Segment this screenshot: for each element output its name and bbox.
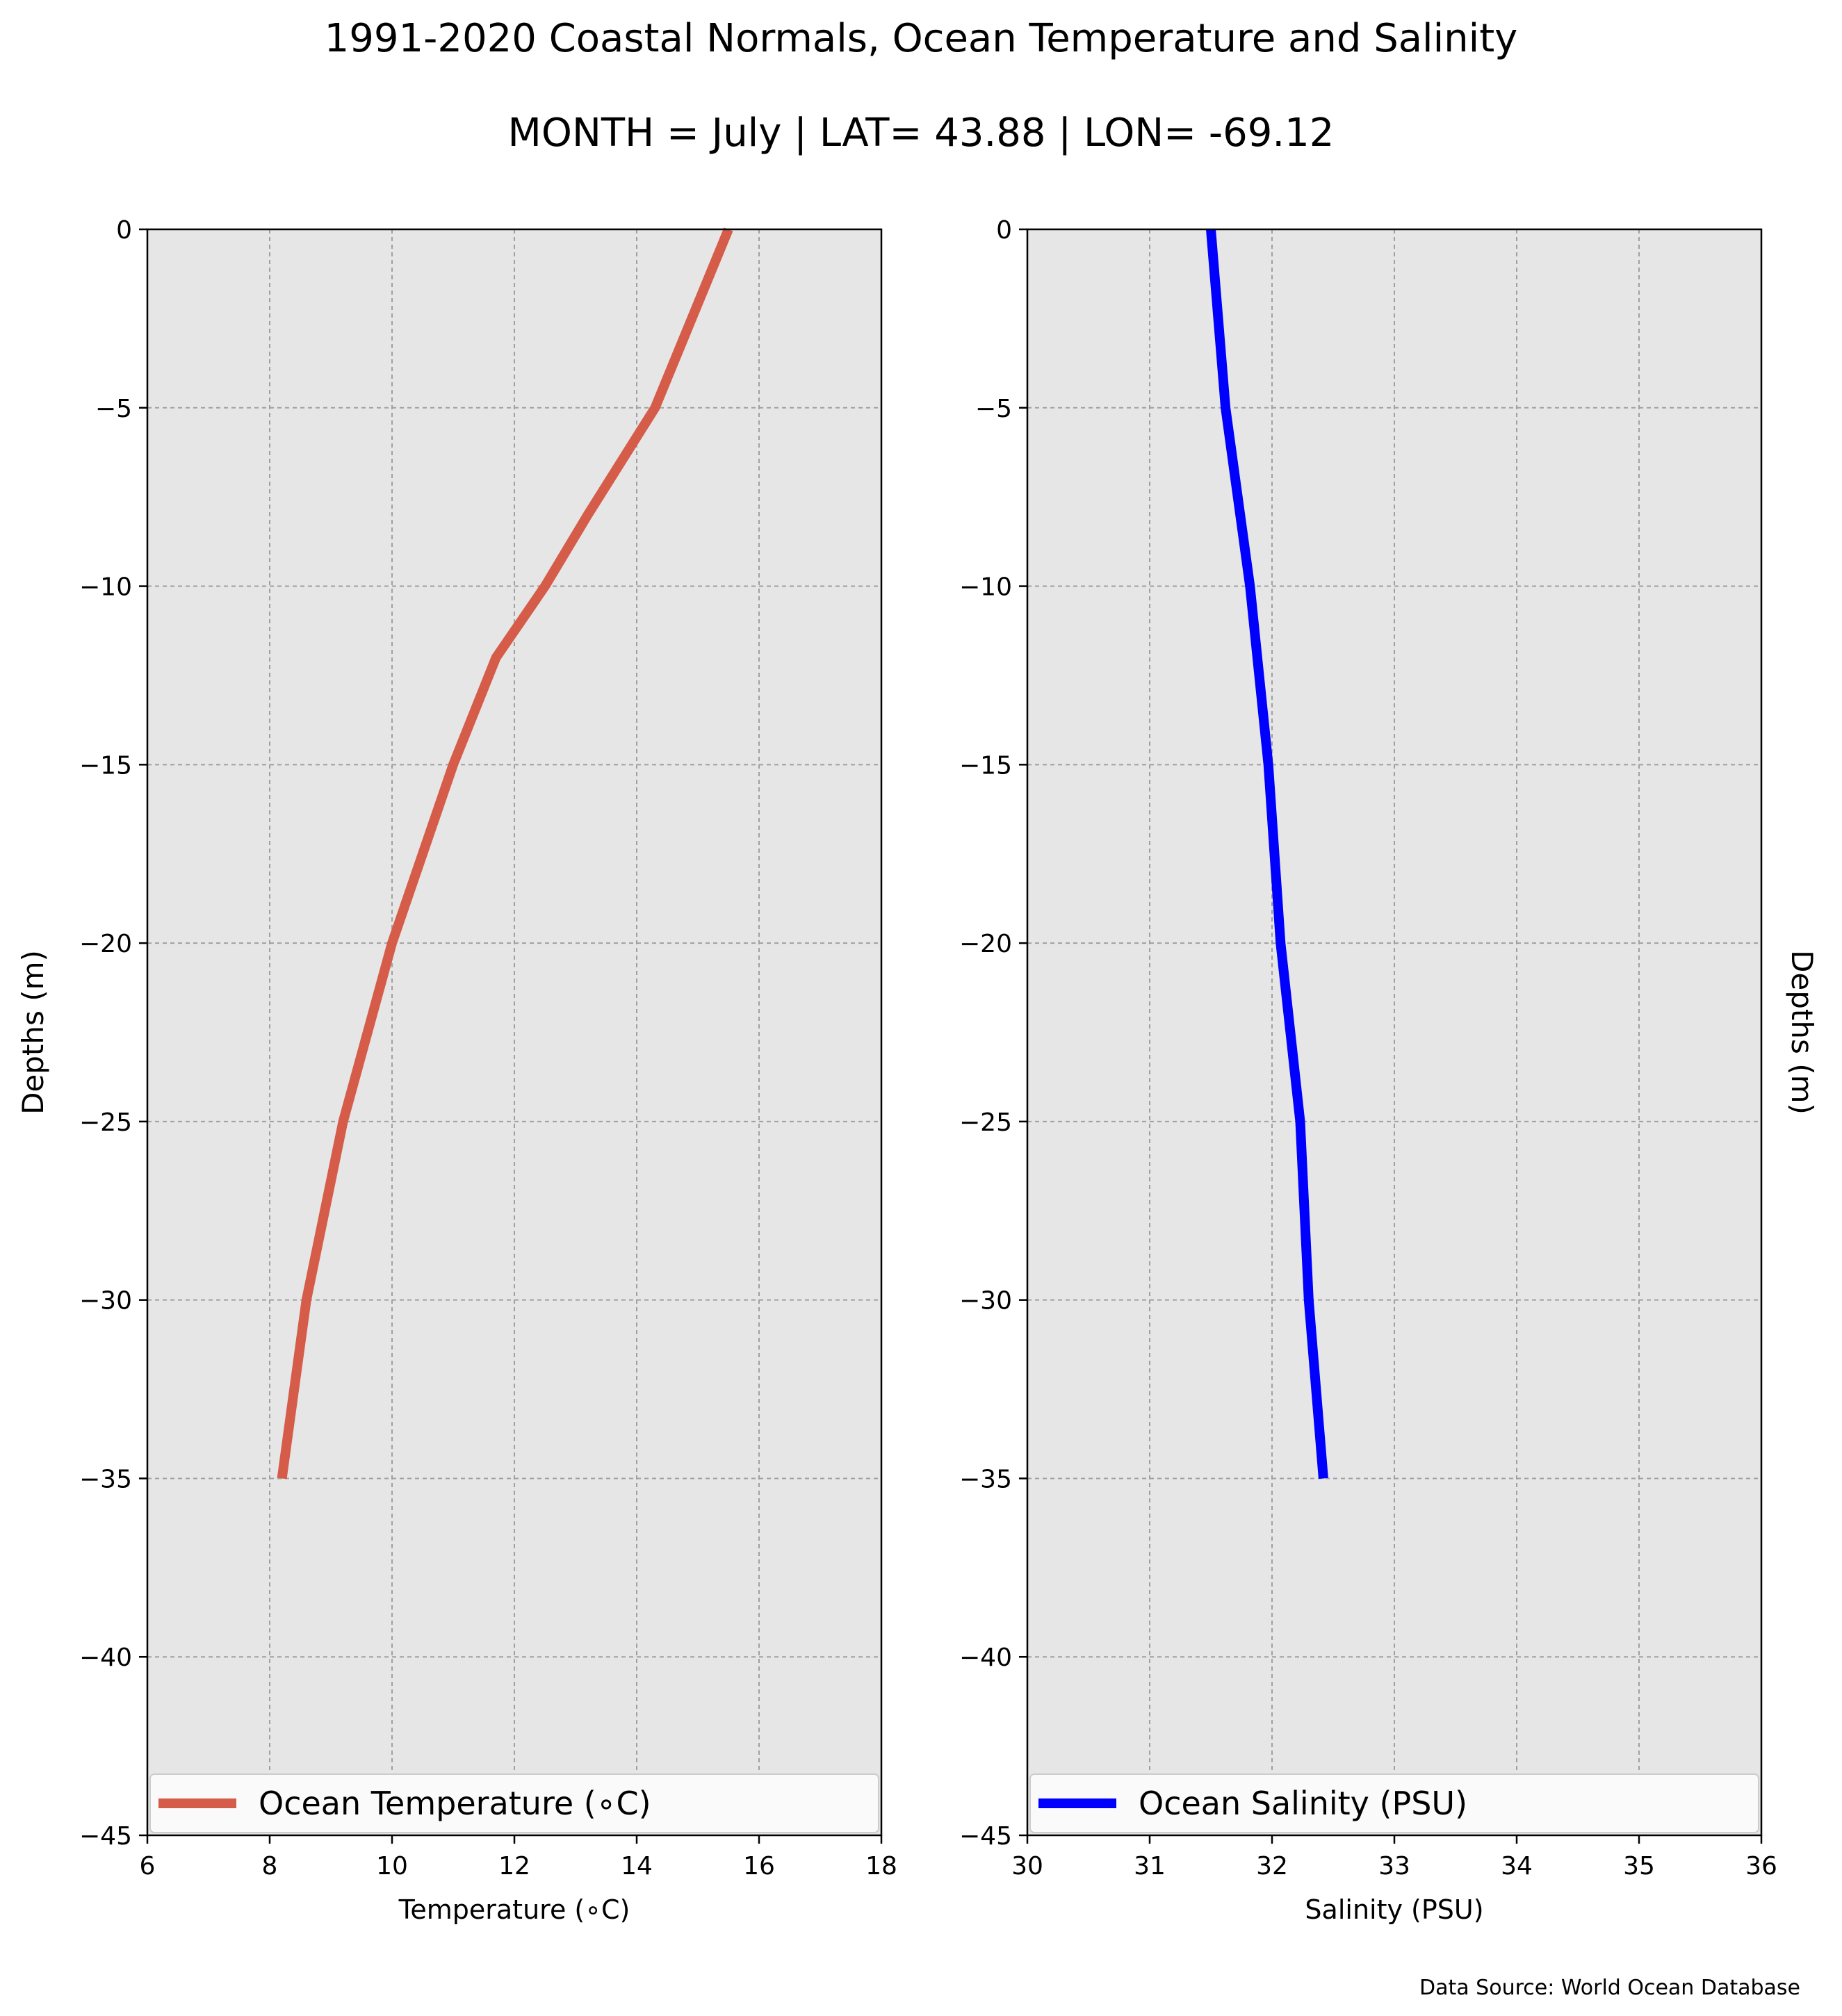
x-tick-label: 6	[140, 1852, 156, 1880]
legend: Ocean Temperature (∘C)	[149, 1773, 879, 1833]
legend-label: Ocean Salinity (PSU)	[1139, 1785, 1467, 1822]
y-tick-label: −40	[79, 1644, 132, 1672]
y-tick-label: −5	[975, 395, 1012, 423]
series-line	[1206, 229, 1328, 1479]
chart-panel-1: 6 8 10 12 14 16 18 0 −5 −10 −15 −20 −25 −30 −35 −40 −45 T…	[16, 216, 897, 1925]
y-tick-label: −30	[959, 1287, 1012, 1316]
y-tick-label: −35	[959, 1465, 1012, 1493]
y-tick-label: 0	[116, 216, 132, 245]
data-point	[453, 764, 454, 765]
data-point	[1280, 942, 1281, 944]
x-tick-label: 18	[865, 1852, 897, 1880]
x-tick-label: 10	[376, 1852, 408, 1880]
x-tick-label: 16	[743, 1852, 775, 1880]
y-tick-label: −20	[79, 930, 132, 958]
y-tick-label: −15	[79, 751, 132, 780]
y-tick-label: −30	[79, 1287, 132, 1316]
data-point	[1225, 407, 1226, 409]
y-axis-label: Depths (m)	[1785, 950, 1819, 1115]
y-tick-label: −20	[959, 930, 1012, 958]
data-point	[544, 586, 546, 587]
x-tick-label: 14	[621, 1852, 653, 1880]
y-axis-label: Depths (m)	[16, 950, 50, 1115]
x-tick-label: 33	[1378, 1852, 1410, 1880]
x-axis-label: Salinity (PSU)	[1305, 1894, 1483, 1925]
y-tick-label: −5	[95, 395, 132, 423]
legend-label: Ocean Temperature (∘C)	[259, 1785, 651, 1822]
x-tick-label: 12	[498, 1852, 530, 1880]
x-tick-label: 30	[1011, 1852, 1043, 1880]
x-tick-label: 36	[1745, 1852, 1777, 1880]
legend-box	[149, 1773, 879, 1833]
source-note: Data Source: World Ocean Database	[1419, 1976, 1800, 2000]
y-tick-label: −10	[79, 573, 132, 602]
y-tick-label: −25	[959, 1108, 1012, 1137]
x-tick-label: 32	[1256, 1852, 1288, 1880]
data-point	[587, 514, 589, 516]
data-point	[1268, 764, 1269, 765]
chart-title: 1991-2020 Coastal Normals, Ocean Tempera…	[325, 16, 1518, 61]
x-tick-label: 35	[1623, 1852, 1655, 1880]
y-tick-label: −45	[79, 1822, 132, 1851]
x-axis-label: Temperature (∘C)	[398, 1894, 630, 1925]
y-tick-label: −25	[79, 1108, 132, 1137]
y-tick-label: −10	[959, 573, 1012, 602]
x-tick-label: 34	[1501, 1852, 1533, 1880]
x-tick-label: 8	[262, 1852, 278, 1880]
legend-box	[1029, 1773, 1759, 1833]
chart-subtitle: MONTH = July | LAT= 43.88 | LON= -69.12	[508, 110, 1335, 156]
data-point	[391, 942, 393, 944]
chart-panel-2: 30 31 32 33 34 35 36 0 −5 −10 −15 −20 −25 −30 −35 −40 −4…	[959, 216, 1819, 1925]
y-tick-label: −45	[959, 1822, 1012, 1851]
y-tick-label: 0	[996, 216, 1012, 245]
y-tick-label: −35	[79, 1465, 132, 1493]
x-tick-label: 31	[1134, 1852, 1166, 1880]
y-tick-label: −15	[959, 751, 1012, 780]
y-tick-label: −40	[959, 1644, 1012, 1672]
data-point	[1299, 1121, 1301, 1122]
legend: Ocean Salinity (PSU)	[1029, 1773, 1759, 1833]
series-line	[277, 227, 733, 1480]
